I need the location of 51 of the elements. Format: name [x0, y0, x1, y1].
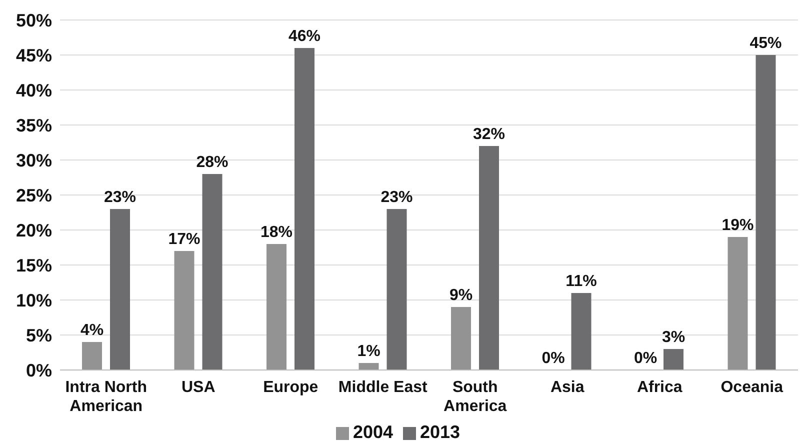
bar	[386, 209, 407, 370]
data-label: 1%	[357, 343, 380, 360]
x-tick-label: Oceania	[720, 379, 784, 396]
bar	[82, 342, 102, 370]
data-label: 17%	[168, 231, 200, 248]
bar	[110, 209, 130, 370]
data-label: 46%	[288, 28, 321, 45]
bar	[358, 363, 379, 370]
data-label: 28%	[196, 154, 228, 171]
y-tick-label: 30%	[16, 150, 52, 170]
data-label: 23%	[104, 189, 136, 206]
bar	[174, 251, 194, 370]
x-tick-label: Intra North American	[65, 379, 148, 415]
y-tick-label: 50%	[16, 10, 52, 30]
x-tick-label: Africa	[636, 379, 682, 396]
x-tick-label: Asia	[550, 379, 584, 396]
bar	[294, 48, 314, 370]
bar	[479, 146, 499, 370]
y-tick-label: 35%	[16, 115, 52, 136]
legend-label: 2013	[420, 422, 460, 442]
bar	[728, 237, 748, 370]
legend-label: 2004	[352, 422, 393, 442]
y-tick-label: 10%	[16, 290, 52, 310]
y-tick-label: 0%	[26, 360, 52, 380]
y-tick-label: 15%	[16, 255, 52, 276]
data-label: 9%	[449, 287, 473, 304]
data-label: 23%	[380, 189, 413, 206]
x-tick-label: Middle East	[338, 379, 428, 396]
data-label: 18%	[260, 224, 293, 241]
data-label: 32%	[472, 126, 506, 143]
data-label: 0%	[542, 350, 565, 367]
bar	[266, 244, 286, 370]
bar	[451, 307, 471, 370]
data-label: 3%	[662, 329, 686, 346]
data-label: 0%	[634, 350, 658, 367]
x-tick-label: South America	[444, 379, 507, 415]
data-label: 11%	[566, 273, 597, 290]
y-tick-label: 45%	[16, 45, 52, 66]
bar	[571, 293, 592, 370]
x-tick-label: Europe	[263, 379, 318, 396]
y-tick-label: 25%	[16, 185, 52, 206]
bar	[202, 174, 222, 370]
y-tick-label: 5%	[26, 325, 52, 346]
bar	[756, 55, 776, 370]
y-tick-label: 20%	[16, 220, 52, 240]
data-label: 45%	[750, 35, 782, 52]
y-tick-label: 40%	[16, 80, 52, 100]
x-tick-label: USA	[181, 379, 216, 396]
bar	[664, 349, 684, 370]
data-label: 4%	[80, 322, 104, 339]
data-label: 19%	[722, 217, 754, 234]
